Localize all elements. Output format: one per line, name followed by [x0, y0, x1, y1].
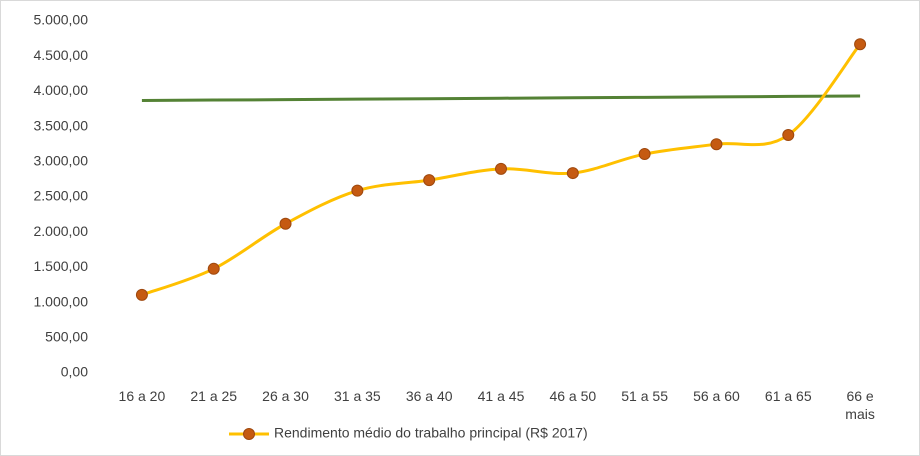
data-point: [638, 148, 651, 161]
y-tick-label: 3.500,00: [34, 117, 89, 133]
y-tick-label: 2.000,00: [34, 223, 89, 239]
y-tick-label: 1.500,00: [34, 258, 89, 274]
data-point: [207, 262, 220, 275]
data-point: [566, 167, 579, 180]
x-tick-label: 41 a 45: [477, 388, 525, 404]
data-point: [423, 174, 436, 187]
x-tick-label: 26 a 30: [262, 388, 309, 404]
data-point: [495, 162, 507, 175]
x-tick-label: 46 a 50: [549, 388, 597, 404]
x-tick-label: 61 a 65: [764, 388, 812, 404]
data-point: [782, 129, 795, 142]
series-line: [141, 94, 861, 103]
y-tick-label: 500,00: [45, 329, 88, 345]
y-tick-label: 0,00: [61, 364, 88, 380]
data-point: [854, 38, 867, 51]
x-tick-label: 36 a 40: [405, 388, 453, 404]
x-tick-label: 56 a 60: [693, 388, 740, 404]
x-tick-label: 16 a 20: [118, 388, 166, 404]
data-point: [135, 288, 148, 301]
y-tick-label: 4.000,00: [34, 82, 89, 98]
x-tick-label: 21 a 25: [190, 388, 238, 404]
x-tick-label: 51 a 55: [621, 388, 668, 404]
data-point: [351, 184, 364, 197]
y-tick-label: 2.500,00: [34, 188, 89, 204]
x-tick-label: 31 a 35: [334, 388, 381, 404]
y-tick-label: 5.000,00: [34, 12, 89, 28]
y-tick-label: 4.500,00: [34, 47, 89, 63]
data-point: [710, 138, 723, 151]
legend-label: Rendimento médio do trabalho principal (…: [274, 425, 588, 441]
y-tick-label: 1.000,00: [34, 293, 89, 309]
y-tick-label: 3.000,00: [34, 153, 89, 169]
legend-marker: [243, 428, 255, 440]
data-point: [279, 217, 292, 230]
x-tick-label: 66 e mais: [845, 388, 875, 422]
